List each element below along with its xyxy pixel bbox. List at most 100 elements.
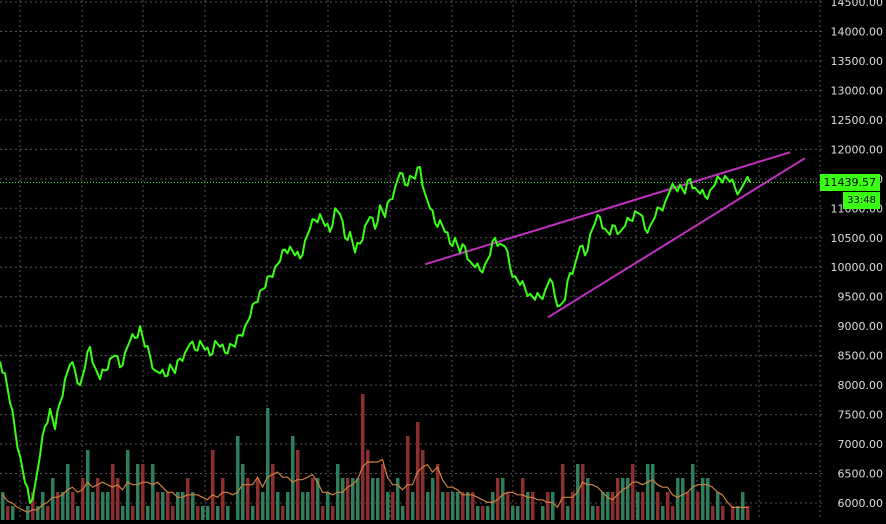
volume-bar <box>376 478 380 520</box>
volume-bar <box>151 464 155 520</box>
volume-bar <box>456 492 460 520</box>
volume-bar <box>261 492 265 520</box>
volume-bar <box>86 450 90 520</box>
trendline[interactable] <box>424 151 791 266</box>
volume-ma-line <box>2 458 748 514</box>
last-price-badge: 11439.57 <box>819 174 880 192</box>
volume-bar <box>501 478 505 520</box>
volume-bar <box>356 478 360 520</box>
candle-timer-badge: 33:48 <box>843 192 880 210</box>
volume-bar <box>156 492 160 520</box>
volume-bar <box>421 450 425 520</box>
volume-bar <box>331 506 335 520</box>
volume-bar <box>281 506 285 520</box>
volume-bar <box>671 506 675 520</box>
volume-bar <box>306 492 310 520</box>
y-tick-label: 6500.00 <box>838 468 884 481</box>
trendlines <box>424 151 806 319</box>
volume-bar <box>451 492 455 520</box>
volume-bar <box>161 492 165 520</box>
volume-bar <box>571 492 575 520</box>
volume-bars <box>1 394 750 520</box>
volume-bar <box>406 436 410 520</box>
volume-bar <box>126 450 130 520</box>
volume-bar <box>41 492 45 520</box>
volume-bar <box>141 464 145 520</box>
volume-bar <box>541 506 545 520</box>
volume-bar <box>696 492 700 520</box>
volume-bar <box>6 506 10 520</box>
volume-bar <box>46 506 50 520</box>
volume-bar <box>51 478 55 520</box>
volume-bar <box>191 492 195 520</box>
volume-bar <box>396 478 400 520</box>
volume-bar <box>666 492 670 520</box>
volume-bar <box>81 478 85 520</box>
y-tick-label: 8500.00 <box>838 350 884 363</box>
volume-bar <box>651 464 655 520</box>
volume-bar <box>626 478 630 520</box>
volume-bar <box>176 492 180 520</box>
trendline[interactable] <box>547 157 806 319</box>
volume-bar <box>121 506 125 520</box>
volume-bar <box>66 464 70 520</box>
volume-bar <box>226 506 230 520</box>
volume-bar <box>436 464 440 520</box>
volume-bar <box>31 492 35 520</box>
volume-bar <box>426 492 430 520</box>
volume-bar <box>256 478 260 520</box>
y-tick-label: 6000.00 <box>838 497 884 510</box>
volume-bar <box>591 506 595 520</box>
volume-bar <box>601 492 605 520</box>
volume-bar <box>716 492 720 520</box>
volume-bar <box>131 506 135 520</box>
volume-bar <box>466 492 470 520</box>
volume-bar <box>561 464 565 520</box>
volume-bar <box>271 464 275 520</box>
volume-bar <box>341 478 345 520</box>
y-tick-label: 14500.00 <box>831 0 884 9</box>
volume-bar <box>391 492 395 520</box>
grid <box>0 0 822 520</box>
volume-bar <box>366 450 370 520</box>
y-axis: 14500.00 14000.00 13500.00 13000.00 12500.00… <box>822 0 886 520</box>
volume-bar <box>246 478 250 520</box>
volume-bar <box>656 492 660 520</box>
y-tick-label: 12500.00 <box>831 114 884 127</box>
volume-bar <box>211 450 215 520</box>
price-line <box>0 166 751 504</box>
volume-bar <box>166 492 170 520</box>
volume-bar <box>91 492 95 520</box>
volume-bar <box>146 506 150 520</box>
volume-bar <box>631 464 635 520</box>
volume-bar <box>276 492 280 520</box>
volume-bar <box>731 506 735 520</box>
volume-bar <box>346 478 350 520</box>
volume-bar <box>61 492 65 520</box>
volume-bar <box>371 478 375 520</box>
volume-bar <box>196 506 200 520</box>
volume-bar <box>291 436 295 520</box>
volume-bar <box>386 492 390 520</box>
y-tick-label: 13000.00 <box>831 84 884 97</box>
volume-bar <box>321 506 325 520</box>
y-tick-label: 7500.00 <box>838 409 884 422</box>
volume-bar <box>241 464 245 520</box>
volume-bar <box>301 492 305 520</box>
y-tick-label: 14000.00 <box>831 25 884 38</box>
volume-bar <box>721 506 725 520</box>
volume-bar <box>491 492 495 520</box>
volume-bar <box>661 506 665 520</box>
volume-bar <box>481 506 485 520</box>
volume-bar <box>476 506 480 520</box>
volume-bar <box>701 478 705 520</box>
volume-bar <box>486 506 490 520</box>
volume-bar <box>251 506 255 520</box>
volume-bar <box>296 450 300 520</box>
volume-bar <box>11 506 15 520</box>
volume-bar <box>411 492 415 520</box>
volume-bar <box>736 506 740 520</box>
volume-bar <box>201 506 205 520</box>
